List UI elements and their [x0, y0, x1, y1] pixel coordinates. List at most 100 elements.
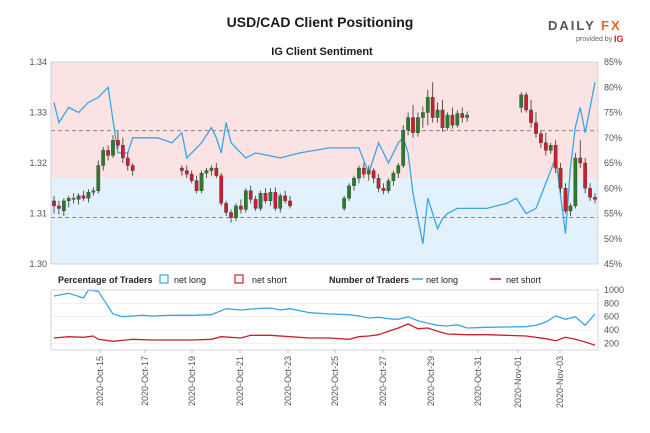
candle-body [219, 175, 224, 204]
candle-body [86, 192, 91, 199]
candle-body [224, 203, 228, 213]
percent-tick-label: 70% [604, 133, 622, 143]
candle-body [553, 145, 558, 169]
candle-body [248, 190, 253, 200]
logo-tagline: provided by [576, 36, 613, 43]
legend-pct-long-label: net long [174, 275, 206, 285]
candlesticks [52, 82, 597, 223]
candle-body [450, 114, 455, 126]
candle-body [371, 170, 376, 179]
price-tick-label: 1.32 [29, 158, 47, 168]
legend-num-long-label: net long [426, 275, 458, 285]
candle-body [352, 177, 356, 186]
percent-tick-label: 65% [604, 158, 622, 168]
date-tick-label: 2020-Oct-17 [140, 356, 150, 406]
candle-body [239, 205, 243, 210]
candle-body [130, 165, 135, 171]
candle-body [101, 150, 106, 166]
candle-body [96, 165, 101, 191]
price-tick-label: 1.31 [29, 209, 47, 219]
net-short-zone [51, 62, 598, 179]
candle-body [588, 188, 592, 198]
count-tick-label: 200 [604, 338, 619, 348]
candle-body [253, 199, 258, 209]
candle-body [268, 192, 273, 202]
candle-body [283, 195, 288, 202]
net-short-count-line [53, 323, 596, 346]
candle-body [578, 157, 583, 164]
date-tick-label: 2020-Oct-19 [187, 356, 197, 406]
price-tick-label: 1.34 [29, 57, 47, 67]
price-tick-label: 1.33 [29, 108, 47, 118]
candle-body [430, 97, 435, 118]
candle-body [273, 192, 278, 209]
candle-body [529, 109, 533, 123]
candle-body [347, 185, 351, 199]
candle-body [386, 180, 391, 191]
candle-body [440, 109, 445, 128]
count-tick-label: 400 [604, 325, 619, 335]
legend-number-label: Number of Traders [329, 275, 409, 285]
candle-body [125, 157, 130, 166]
candle-body [263, 193, 268, 202]
candle-body [214, 167, 219, 176]
date-tick-label: 2020-Nov-03 [555, 356, 565, 408]
logo-fx: FX [601, 18, 622, 33]
candle-body [396, 165, 401, 174]
top-plot-frame [50, 61, 599, 265]
percent-tick-label: 85% [604, 57, 622, 67]
candle-body [61, 200, 66, 212]
candle-body [563, 188, 568, 212]
candle-body [91, 190, 96, 193]
candle-body [534, 122, 538, 134]
candle-body [106, 150, 110, 156]
candle-body [180, 167, 184, 171]
candle-body [209, 167, 214, 171]
legend-pct-long-swatch [159, 274, 169, 284]
candle-body [524, 94, 528, 111]
candle-body [204, 170, 209, 174]
count-tick-label: 600 [604, 312, 619, 322]
reference-lines [51, 130, 598, 218]
legend-pct-short-swatch [234, 274, 244, 284]
count-tick-label: 800 [604, 298, 619, 308]
price-tick-label: 1.30 [29, 259, 47, 269]
percent-tick-label: 50% [604, 234, 622, 244]
candle-body [583, 162, 588, 189]
net-long-percentage-line [53, 82, 596, 244]
candle-body [357, 167, 361, 179]
logo-daily: DAILY [548, 18, 596, 33]
candle-body [258, 193, 263, 209]
date-tick-label: 2020-Oct-27 [378, 356, 388, 406]
legend-pct-short-label: net short [252, 275, 288, 285]
candle-body [593, 197, 597, 200]
candle-body [184, 170, 189, 175]
candle-body [278, 195, 283, 209]
candle-body [573, 157, 578, 207]
chart-subtitle: IG Client Sentiment [271, 46, 373, 58]
dailyfx-logo: DAILY FX provided by IG [548, 18, 624, 44]
candle-body [539, 133, 543, 143]
count-tick-label: 1000 [604, 285, 624, 295]
date-tick-label: 2020-Oct-29 [426, 356, 436, 406]
net-long-zone [51, 178, 598, 264]
logo-ig: IG [614, 34, 624, 44]
candle-body [381, 188, 386, 191]
candle-body [435, 109, 440, 118]
candle-body [121, 145, 125, 159]
candle-body [194, 180, 199, 191]
date-tick-label: 2020-Oct-21 [235, 356, 245, 406]
candle-body [411, 117, 415, 133]
candle-body [288, 200, 292, 207]
candle-body [66, 198, 71, 202]
candle-body [111, 140, 115, 156]
candle-body [366, 170, 371, 175]
candle-body [116, 140, 120, 146]
candle-body [376, 177, 381, 189]
candle-body [76, 195, 81, 200]
candle-body [243, 190, 248, 210]
candle-body [445, 114, 450, 128]
bottom-plot-frame [50, 289, 599, 351]
